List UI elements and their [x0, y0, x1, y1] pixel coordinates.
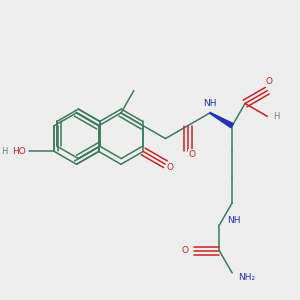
Text: NH₂: NH₂	[238, 273, 255, 282]
Polygon shape	[210, 112, 233, 128]
Text: H: H	[273, 112, 279, 121]
Text: O: O	[189, 150, 196, 159]
Text: O: O	[167, 163, 174, 172]
Text: O: O	[182, 246, 189, 255]
Text: HO: HO	[12, 147, 26, 156]
Text: H: H	[1, 147, 8, 156]
Text: NH: NH	[203, 99, 217, 108]
Text: NH: NH	[227, 216, 241, 225]
Text: O: O	[266, 76, 273, 85]
